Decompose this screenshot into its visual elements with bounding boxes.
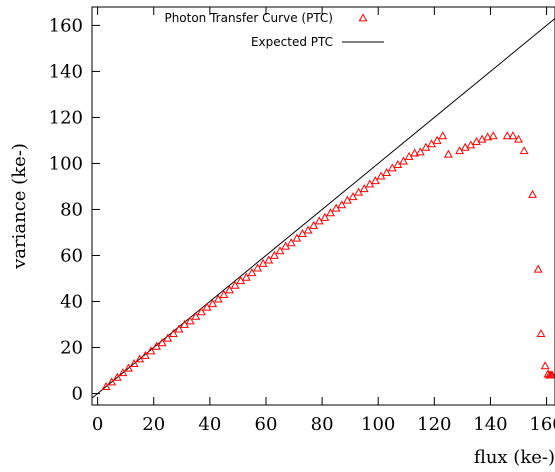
x-tick-label: 20 [142, 414, 165, 435]
expected-ptc-line [91, 18, 555, 399]
ptc-point [547, 370, 555, 379]
ptc-point [399, 156, 408, 165]
x-tick-label: 140 [473, 414, 507, 435]
ptc-point [292, 233, 302, 242]
y-tick-label: 60 [60, 245, 83, 266]
ptc-point [477, 134, 487, 143]
legend-label-ptc: Photon Transfer Curve (PTC) [164, 11, 333, 25]
ptc-point [208, 299, 218, 308]
plot-marks [91, 18, 555, 399]
ptc-point [536, 329, 546, 338]
ptc-point [163, 333, 173, 342]
ptc-point [337, 200, 347, 209]
ptc-point [502, 131, 512, 140]
ptc-point [514, 134, 523, 143]
legend-triangle-icon [358, 13, 368, 22]
ptc-point [174, 324, 184, 333]
ptc-point [275, 246, 285, 255]
ptc-point [168, 329, 178, 338]
ptc-point [101, 381, 111, 390]
ptc-point [191, 311, 201, 320]
ptc-point [219, 289, 229, 298]
y-tick-label: 40 [60, 291, 83, 312]
ptc-point [348, 192, 358, 201]
ptc-point [269, 250, 279, 259]
ptc-point [241, 272, 251, 281]
ptc-point [124, 363, 133, 372]
ptc-point [303, 225, 313, 234]
x-tick-label: 40 [198, 414, 221, 435]
legend: Photon Transfer Curve (PTC) Expected PTC [164, 11, 384, 49]
x-tick-label: 0 [92, 414, 103, 435]
x-axis-title: flux (ke-) [474, 447, 555, 468]
ptc-point [382, 168, 392, 177]
ptc-point [528, 189, 538, 198]
ptc-point [129, 358, 139, 367]
ptc-point [370, 176, 380, 185]
axis-ticks [92, 7, 548, 405]
y-tick-label: 20 [60, 337, 83, 358]
x-tick-label: 100 [361, 414, 395, 435]
ptc-point [225, 285, 234, 294]
ptc-point [415, 147, 425, 156]
plot-frame [91, 6, 555, 406]
x-tick-label: 80 [311, 414, 334, 435]
tick-labels: 0 20 40 60 80 100 120 140 160 0 20 40 60 80 100 120 140 1… [49, 15, 555, 435]
ptc-point [471, 136, 481, 145]
ptc-point [410, 148, 420, 157]
ptc-point [213, 294, 223, 303]
ptc-point [253, 263, 263, 272]
y-tick-label: 100 [49, 153, 83, 174]
ptc-point [432, 135, 442, 144]
ptc-point [286, 238, 296, 247]
ptc-point [185, 316, 195, 325]
y-tick-label: 160 [49, 15, 83, 36]
legend-label-expected: Expected PTC [251, 35, 333, 49]
ptc-point [107, 377, 117, 386]
ptc-point [320, 212, 330, 221]
ptc-point [230, 280, 240, 289]
ptc-point [247, 268, 257, 277]
x-tick-label: 60 [255, 414, 278, 435]
ptc-point [438, 131, 448, 140]
ptc-point [359, 184, 369, 193]
x-tick-label: 160 [529, 414, 555, 435]
ptc-point [533, 264, 543, 273]
y-tick-label: 0 [72, 383, 83, 404]
ptc-point [112, 372, 122, 381]
ptc-point [140, 350, 150, 359]
ptc-point [460, 142, 470, 151]
ptc-point [483, 132, 493, 141]
ptc-point [519, 146, 529, 155]
ptc-point [157, 338, 167, 347]
ptc-point [488, 131, 498, 140]
ptc-point [118, 368, 128, 377]
legend-marker-ptc [358, 13, 368, 22]
y-tick-label: 80 [60, 199, 83, 220]
ptc-point [540, 361, 550, 370]
y-tick-label: 120 [49, 107, 83, 128]
x-tick-label: 120 [417, 414, 451, 435]
ptc-point [196, 307, 206, 316]
ptc-point [443, 149, 453, 158]
ptc-point [264, 255, 274, 264]
y-axis-title: variance (ke-) [9, 143, 30, 270]
y-tick-label: 140 [49, 61, 83, 82]
ptc-point [146, 346, 156, 355]
ptc-point [309, 220, 319, 229]
ptc-point [326, 208, 335, 217]
ptc-point [508, 131, 518, 140]
